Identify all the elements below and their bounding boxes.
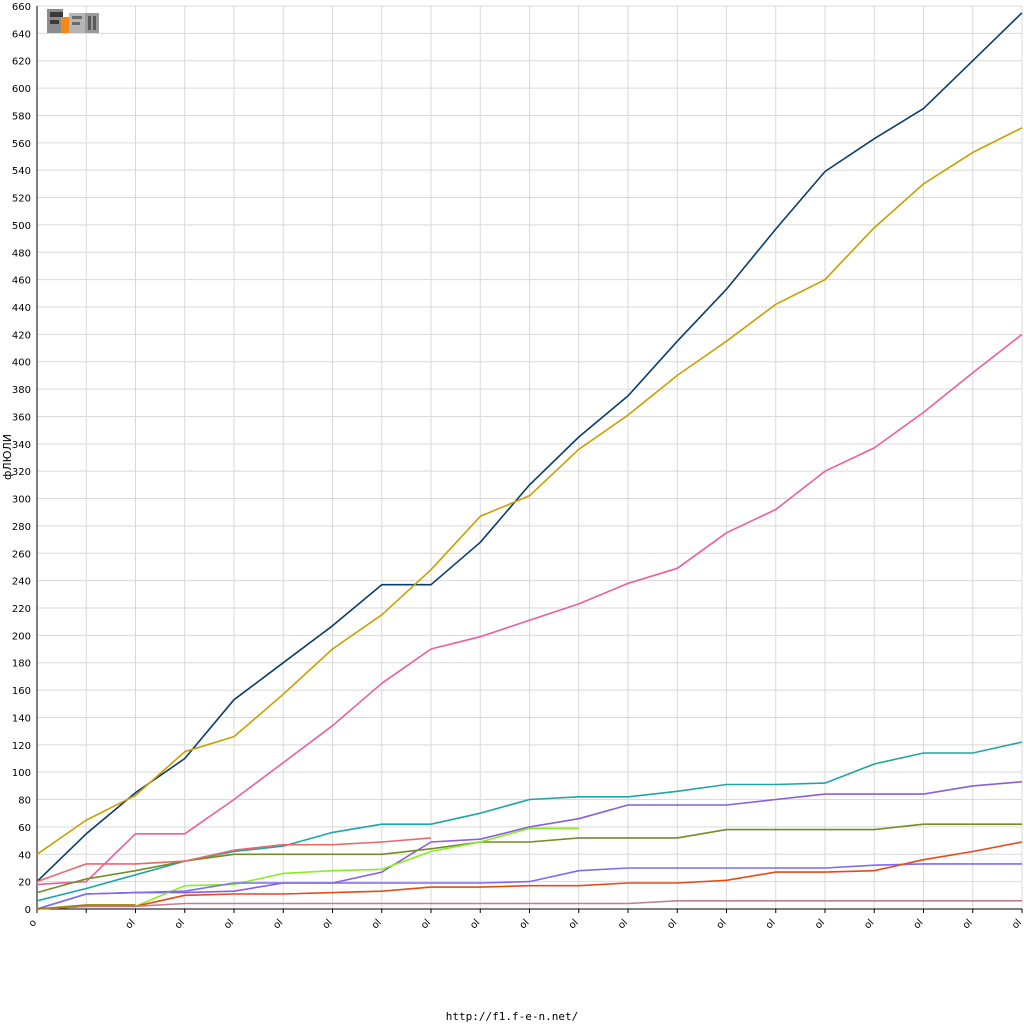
y-tick-label: 360 — [12, 412, 31, 423]
x-tick-label: ol — [961, 917, 975, 931]
y-tick-label: 440 — [12, 303, 31, 314]
y-tick-label: 20 — [18, 878, 31, 889]
y-tick-label: 100 — [12, 768, 31, 779]
y-tick-label: 120 — [12, 741, 31, 752]
series-line-7 — [36, 837, 432, 883]
chart-labels: 0 20 40 60 80 100 120 140 160 180 200 220 240 260 280 3… — [1, 2, 1024, 931]
y-tick-label: 0 — [25, 905, 31, 916]
series-line-5 — [36, 781, 1023, 910]
series-line-11 — [36, 899, 1022, 910]
y-tick-label: 400 — [12, 358, 31, 369]
x-tick-label: ol — [271, 917, 285, 931]
y-tick-label: 340 — [12, 440, 31, 451]
y-tick-label: 380 — [12, 385, 31, 396]
y-tick-label: 640 — [12, 29, 31, 40]
y-tick-label: 420 — [12, 330, 31, 341]
y-tick-label: 180 — [12, 659, 31, 670]
y-tick-label: 520 — [12, 194, 31, 205]
series-line-2 — [36, 127, 1023, 855]
y-tick-label: 560 — [12, 139, 31, 150]
y-tick-label: 200 — [12, 631, 31, 642]
x-tick-label: ol — [124, 917, 138, 931]
y-tick-label: 260 — [12, 549, 31, 560]
y-tick-label: 160 — [12, 686, 31, 697]
x-tick-label: o — [27, 917, 39, 929]
series-line-6 — [36, 823, 1022, 894]
x-tick-label: ol — [1010, 917, 1024, 931]
chart-series — [36, 12, 1023, 910]
y-tick-label: 300 — [12, 495, 31, 506]
y-tick-label: 480 — [12, 248, 31, 259]
y-tick-label: 140 — [12, 713, 31, 724]
series-line-9 — [36, 863, 1022, 910]
footer-url[interactable]: http://f1.f-e-n.net/ — [445, 1010, 579, 1023]
x-tick-label: ol — [912, 917, 926, 931]
y-tick-label: 60 — [18, 823, 31, 834]
x-tick-label: ol — [862, 917, 876, 931]
x-tick-label: ol — [468, 917, 482, 931]
x-tick-label: ol — [222, 917, 236, 931]
x-tick-label: ol — [321, 917, 335, 931]
y-tick-label: 500 — [12, 221, 31, 232]
x-tick-label: ol — [813, 917, 827, 931]
y-tick-label: 80 — [18, 796, 31, 807]
x-tick-label: ol — [518, 917, 532, 931]
x-tick-label: ol — [715, 917, 729, 931]
y-tick-label: 660 — [12, 2, 31, 13]
x-tick-label: ol — [419, 917, 433, 931]
f1en-logo — [47, 7, 99, 35]
x-tick-label: ol — [665, 917, 679, 931]
y-tick-label: 280 — [12, 522, 31, 533]
chart-axes — [36, 6, 1023, 913]
series-line-10 — [36, 841, 1023, 910]
y-tick-label: 240 — [12, 577, 31, 588]
y-tick-label: 460 — [12, 276, 31, 287]
x-tick-label: ol — [616, 917, 630, 931]
y-axis-label: фЛЮЛИ — [1, 434, 14, 480]
x-tick-label: ol — [173, 917, 187, 931]
y-tick-label: 220 — [12, 604, 31, 615]
series-line-8 — [36, 827, 579, 910]
y-tick-label: 40 — [18, 850, 31, 861]
chart-grid — [36, 5, 1023, 910]
series-line-3 — [36, 333, 1023, 886]
x-tick-label: ol — [370, 917, 384, 931]
y-tick-label: 600 — [12, 84, 31, 95]
y-tick-label: 580 — [12, 111, 31, 122]
y-tick-label: 320 — [12, 467, 31, 478]
y-tick-label: 620 — [12, 57, 31, 68]
series-line-12 — [36, 904, 136, 910]
x-tick-label: ol — [764, 917, 778, 931]
y-tick-label: 540 — [12, 166, 31, 177]
x-tick-label: ol — [567, 917, 581, 931]
series-line-1 — [36, 12, 1023, 883]
